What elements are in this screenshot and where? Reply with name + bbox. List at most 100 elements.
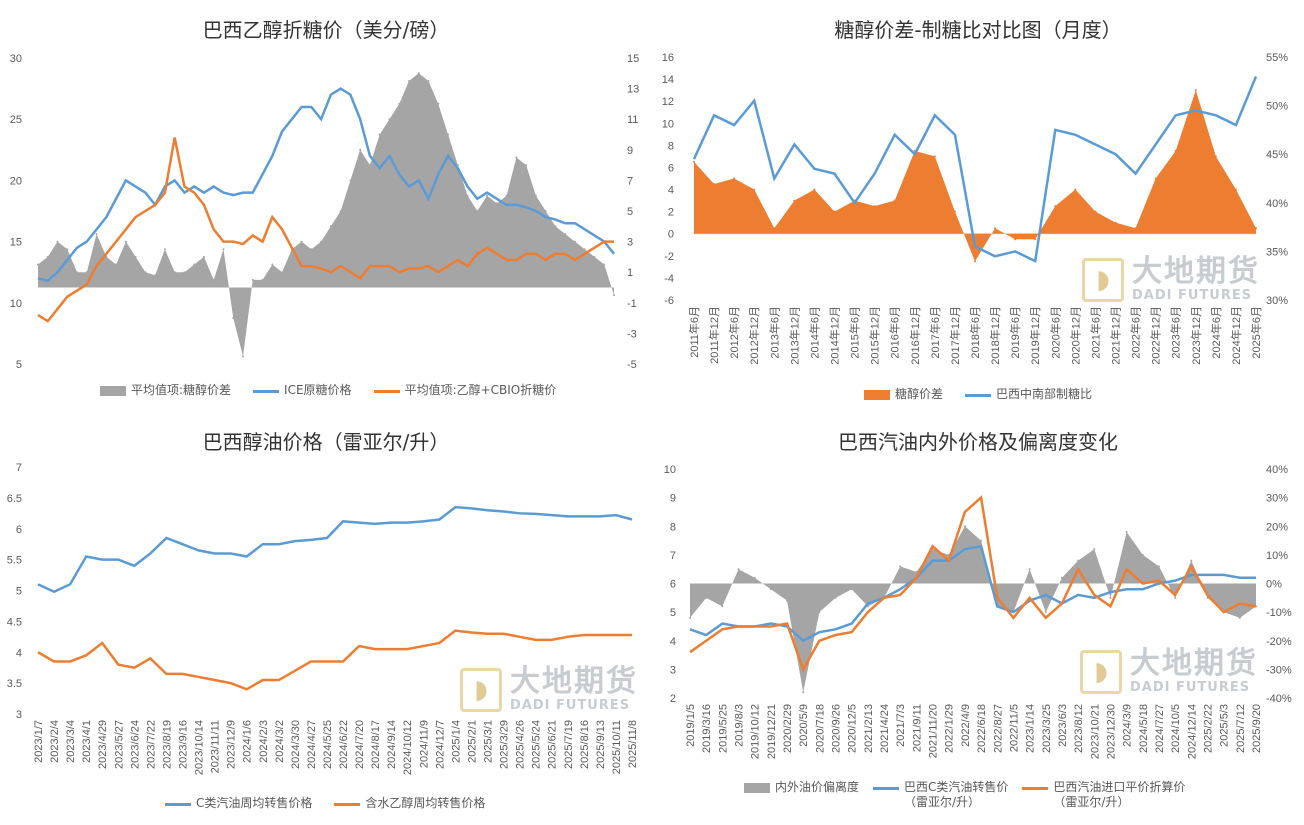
x-tick-label: 2018年6月 — [968, 306, 982, 359]
area-data-point — [753, 188, 756, 191]
area-data-point — [818, 611, 821, 614]
y-tick-label: 7 — [16, 462, 22, 474]
area-data-point — [915, 571, 918, 574]
area-data-point — [76, 271, 79, 274]
line-series-ice-sugar — [37, 87, 615, 283]
chart-gasoline-deviation-svg: 10 9 8 7 6 5 4 3 2 40% 30% 20% 10% 0% -10% -20% -30% -40%… — [664, 464, 1292, 759]
y-tick-label: 4 — [668, 185, 674, 197]
y-tick-label: -1 — [627, 298, 637, 310]
chart-legend: 内外油价偏离度 巴西C类汽油转售价 （雷亚尔/升） 巴西汽油进口平价折算价 （雷… — [744, 780, 1185, 810]
legend-item: ICE原糖价格 — [253, 383, 352, 398]
x-tick-label: 2024/2/3 — [258, 720, 270, 763]
y-tick-label: 5 — [627, 206, 633, 218]
y-tick-label: 30% — [1266, 493, 1288, 505]
area-data-point — [505, 194, 508, 197]
watermark-en: DADI FUTURES — [510, 698, 631, 713]
area-data-point — [486, 194, 489, 197]
area-data-point — [1174, 149, 1177, 152]
x-tick-label: 2020/9/26 — [831, 704, 843, 753]
x-tick-label: 2025/9/13 — [595, 720, 607, 769]
area-data-point — [1157, 565, 1160, 568]
y-tick-label: 7 — [670, 550, 676, 562]
chart-spread-ratio-svg: 16 14 12 10 8 6 4 2 0 -2 -4 -6 55% 50% 45% 40% 35% 30% 201… — [662, 52, 1288, 365]
chart-panel-fuel-prices: 巴西醇油价格（雷亚尔/升） 7 6.5 6 5.5 5 4.5 4 3.5 3 2023/1/7 2… — [0, 412, 652, 825]
area-data-point — [1206, 596, 1209, 599]
x-tick-label: 2016年6月 — [888, 306, 902, 359]
legend-item: 内外油价偏离度 — [744, 780, 859, 795]
x-tick-label: 2020年12月 — [1068, 306, 1082, 365]
area-data-point — [693, 160, 695, 163]
area-data-point — [593, 255, 596, 258]
chart-ethanol-sugar-svg: 30 25 20 15 10 5 15 13 11 9 7 5 3 1 -1 -3 -5 — [10, 53, 640, 371]
area-data-point — [193, 263, 196, 266]
x-tick-label: 2024/5/25 — [322, 720, 334, 769]
area-data-point — [1074, 188, 1077, 191]
dadi-logo-icon: ◗ — [460, 667, 502, 712]
area-data-point — [495, 202, 498, 205]
area-data-point — [56, 240, 59, 243]
y-tick-label: -10% — [1266, 607, 1292, 619]
y-tick-label: -30% — [1266, 664, 1292, 676]
area-data-point — [466, 194, 469, 197]
y-tick-label: 5 — [670, 607, 676, 619]
area-data-point — [802, 691, 805, 694]
area-data-point — [476, 210, 479, 212]
area-data-point — [583, 248, 586, 251]
area-data-point — [202, 255, 205, 258]
y-tick-label: 4 — [16, 647, 22, 659]
area-data-point — [1054, 205, 1057, 208]
x-tick-label: 2020/5/9 — [798, 704, 810, 747]
dadi-logo-icon: ◗ — [1082, 257, 1124, 302]
x-tick-label: 2014年6月 — [807, 306, 821, 359]
x-tick-label: 2024年12月 — [1229, 306, 1243, 365]
x-tick-label: 2023年6月 — [1169, 306, 1183, 359]
legend-label: 含水乙醇周均转售价格 — [365, 796, 486, 810]
y-tick-label: 9 — [670, 493, 676, 505]
area-data-point — [1125, 530, 1128, 533]
x-tick-label: 2025/10/11 — [611, 720, 623, 774]
y-tick-label: 4.5 — [7, 616, 22, 628]
x-tick-label: 2017年6月 — [928, 306, 942, 359]
x-tick-label: 2015年6月 — [848, 306, 862, 359]
y-tick-label: 55% — [1266, 52, 1288, 64]
y-tick-label: 20 — [10, 175, 22, 187]
legend-item: 平均值项:糖醇价差 — [100, 383, 231, 398]
area-data-point — [1214, 155, 1217, 158]
x-tick-label: 2025年6月 — [1249, 306, 1263, 359]
area-data-point — [933, 155, 936, 158]
y-tick-label: 25 — [10, 114, 22, 126]
x-tick-label: 2025/3/29 — [499, 720, 511, 769]
line-series-ethanol — [37, 629, 632, 691]
y-tick-label: 20% — [1266, 521, 1288, 533]
area-data-point — [1174, 596, 1177, 599]
y-tick-label: 6 — [670, 579, 676, 591]
area-data-point — [66, 248, 69, 251]
x-tick-label: 2019年6月 — [1008, 306, 1022, 359]
y-tick-label: 1 — [627, 267, 633, 279]
y-tick-label: 9 — [627, 145, 633, 157]
x-tick-label: 2023/12/30 — [1105, 704, 1117, 759]
area-data-point — [339, 210, 342, 212]
area-data-point — [281, 271, 284, 274]
chart-title: 巴西汽油内外价格及偏离度变化 — [838, 430, 1118, 454]
y-tick-label: -40% — [1266, 693, 1292, 705]
x-tick-label: 2024/7/20 — [354, 720, 366, 769]
watermark-en: DADI FUTURES — [1130, 680, 1251, 695]
x-tick-label: 2021/11/20 — [928, 704, 940, 758]
legend-swatch — [1022, 787, 1049, 790]
x-tick-label: 2023/5/27 — [113, 720, 125, 769]
y-tick-label: 30% — [1266, 295, 1288, 307]
y-tick-label: 5 — [16, 359, 22, 371]
y-tick-label: 45% — [1266, 149, 1288, 161]
area-data-point — [963, 525, 966, 528]
x-tick-label: 2023年12月 — [1189, 306, 1203, 365]
area-data-point — [349, 179, 352, 182]
y-tick-label: 3 — [670, 664, 676, 676]
x-tick-label: 2014年12月 — [828, 306, 842, 365]
y-tick-label: 5.5 — [7, 555, 22, 567]
legend-swatch — [100, 386, 126, 396]
line-series-sugar-mix — [692, 75, 1258, 263]
area-data-point — [705, 596, 708, 599]
x-tick-label: 2024/3/9 — [1122, 704, 1134, 747]
x-tick-label: 2015年12月 — [868, 306, 882, 365]
